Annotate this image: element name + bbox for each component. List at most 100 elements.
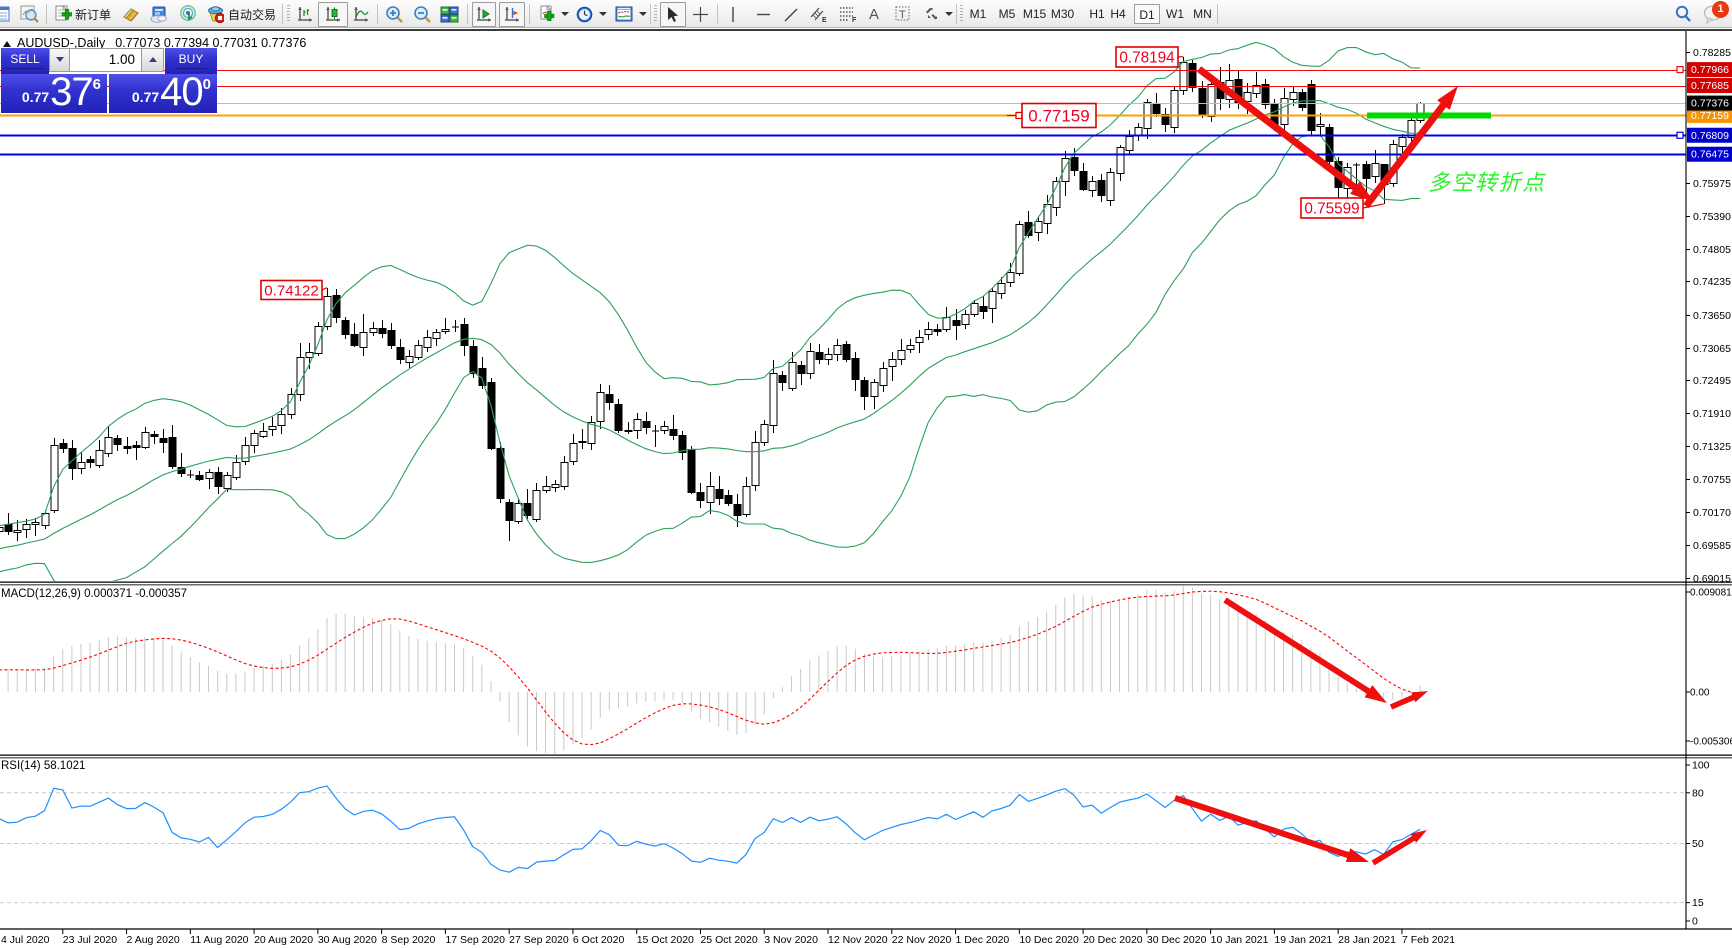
rsi-label: RSI(14) 58.1021 (1, 760, 86, 772)
volume-decrease-button[interactable] (49, 48, 70, 72)
periodicity-icon[interactable] (576, 3, 593, 25)
candle-body-down (678, 435, 687, 453)
market-watch-icon[interactable] (0, 3, 10, 25)
period-button-h1[interactable]: H1 (1089, 7, 1105, 21)
arrows-caret-icon[interactable] (944, 3, 954, 25)
template-icon[interactable] (615, 3, 633, 25)
trend-arrow-head[interactable] (1437, 86, 1458, 110)
line-chart-mode-icon[interactable] (353, 3, 370, 25)
price-badge-text: 0.77376 (1691, 98, 1729, 110)
trend-arrow[interactable] (1363, 101, 1448, 209)
period-button-d1[interactable]: D1 (1134, 4, 1160, 24)
bar-chart-mode-icon[interactable] (297, 3, 314, 25)
price-annotation-box[interactable] (1300, 197, 1364, 219)
autotrading-button[interactable]: 自动交易 (206, 3, 276, 25)
candle-body-up (1407, 120, 1416, 138)
sell-price-point: 6 (92, 76, 101, 93)
price-badge-text: 0.77966 (1691, 64, 1729, 76)
candle-body-down (605, 394, 614, 403)
period-button-m5[interactable]: M5 (998, 7, 1016, 21)
candle-body-down (378, 328, 387, 334)
trend-arrow-head[interactable] (1345, 848, 1369, 862)
time-axis-label: 10 Jan 2021 (1211, 934, 1269, 946)
chart-title: AUDUSD-,Daily 0.77073 0.77394 0.77031 0.7… (3, 36, 306, 50)
periodicity-caret-icon[interactable] (598, 3, 608, 25)
add-indicator-button[interactable] (539, 3, 556, 25)
candle-body-down (387, 330, 396, 346)
terminal-icon[interactable] (150, 3, 168, 25)
trend-arrow[interactable] (1174, 795, 1351, 859)
candle-body-up (405, 356, 414, 363)
trend-arrow[interactable] (1371, 834, 1417, 866)
period-button-m15[interactable]: M15 (1022, 7, 1047, 21)
candle-body-down (614, 404, 623, 431)
volume-input[interactable] (70, 48, 141, 72)
line-handle[interactable] (1676, 66, 1684, 74)
price-badge (1687, 107, 1732, 123)
zoom-out-icon[interactable] (413, 3, 432, 25)
sell-button[interactable]: SELL (1, 48, 49, 74)
crosshair-tool-icon[interactable] (692, 3, 709, 25)
candle-body-down (4, 524, 13, 532)
trend-arrow[interactable] (1196, 66, 1359, 192)
chart-shift-button[interactable] (499, 2, 525, 27)
period-button-m30[interactable]: M30 (1050, 7, 1075, 21)
zoom-in-icon[interactable] (385, 3, 404, 25)
strategy-tester-icon[interactable] (179, 3, 197, 25)
volume-increase-button[interactable] (141, 48, 164, 72)
trend-arrow[interactable] (1389, 694, 1417, 710)
price-annotation-box[interactable] (1021, 102, 1097, 129)
period-button-w1[interactable]: W1 (1166, 7, 1184, 21)
notification-badge[interactable]: 1 (1712, 1, 1729, 18)
collapse-triangle-icon[interactable] (3, 41, 11, 47)
arrows-tool-icon[interactable] (924, 3, 940, 25)
price-annotation-text: 0.75599 (1304, 201, 1359, 218)
text-tool-icon[interactable]: A (869, 3, 881, 25)
trend-arrow-head[interactable] (1410, 830, 1427, 843)
sell-price-panel[interactable]: 0.77 37 6 (1, 72, 107, 113)
price-annotation-box[interactable] (1115, 46, 1179, 68)
trend-arrow-head[interactable] (1350, 181, 1374, 202)
new-order-button[interactable]: 新订单 (55, 3, 111, 25)
candle-body-down (168, 437, 177, 467)
candle-body-up (305, 352, 314, 358)
time-axis-label: 19 Jan 2021 (1274, 934, 1332, 946)
period-button-h4[interactable]: H4 (1110, 7, 1126, 21)
indicator-caret-icon[interactable] (560, 3, 570, 25)
buy-price-panel[interactable]: 0.77 40 0 (109, 72, 217, 113)
cursor-tool-button[interactable] (660, 2, 686, 27)
period-button-mn[interactable]: MN (1193, 7, 1212, 21)
candle-body-up (241, 445, 250, 462)
autoscroll-button[interactable] (472, 2, 496, 27)
time-axis-label: 23 Jul 2020 (63, 934, 117, 946)
buy-button[interactable]: BUY (165, 48, 217, 74)
candle-body-down (505, 502, 514, 521)
chart-profile-icon[interactable] (20, 3, 39, 25)
candle-body-up (1015, 224, 1024, 274)
search-icon[interactable] (1674, 3, 1692, 25)
candle-body-up (742, 486, 751, 515)
candle-body-up (660, 426, 669, 431)
tile-windows-icon[interactable] (440, 3, 459, 25)
turning-point-note: 多空转折点 (1428, 170, 1546, 195)
support-highlight[interactable] (1367, 112, 1491, 119)
line-handle[interactable] (1676, 131, 1684, 139)
fibonacci-tool-icon[interactable]: F (839, 3, 858, 25)
sell-price-prefix: 0.77 (21, 89, 50, 105)
trendline-tool-icon[interactable] (784, 3, 799, 25)
price-annotation-box[interactable] (260, 279, 323, 301)
text-label-tool-icon[interactable]: T (895, 3, 911, 25)
candlestick-mode-button[interactable] (318, 2, 348, 27)
trend-arrow-head[interactable] (1364, 685, 1388, 703)
time-axis-label: 25 Oct 2020 (700, 934, 757, 946)
horizontal-line-tool-icon[interactable] (757, 3, 771, 25)
trend-arrow-head[interactable] (1411, 691, 1428, 703)
history-center-icon[interactable] (122, 3, 140, 25)
vertical-line-tool-icon[interactable] (729, 3, 737, 25)
period-button-m1[interactable]: M1 (969, 7, 987, 21)
trend-arrow[interactable] (1223, 597, 1372, 695)
equidistant-channel-tool-icon[interactable]: E (810, 3, 828, 25)
window-border (0, 29, 1732, 31)
template-caret-icon[interactable] (638, 3, 648, 25)
